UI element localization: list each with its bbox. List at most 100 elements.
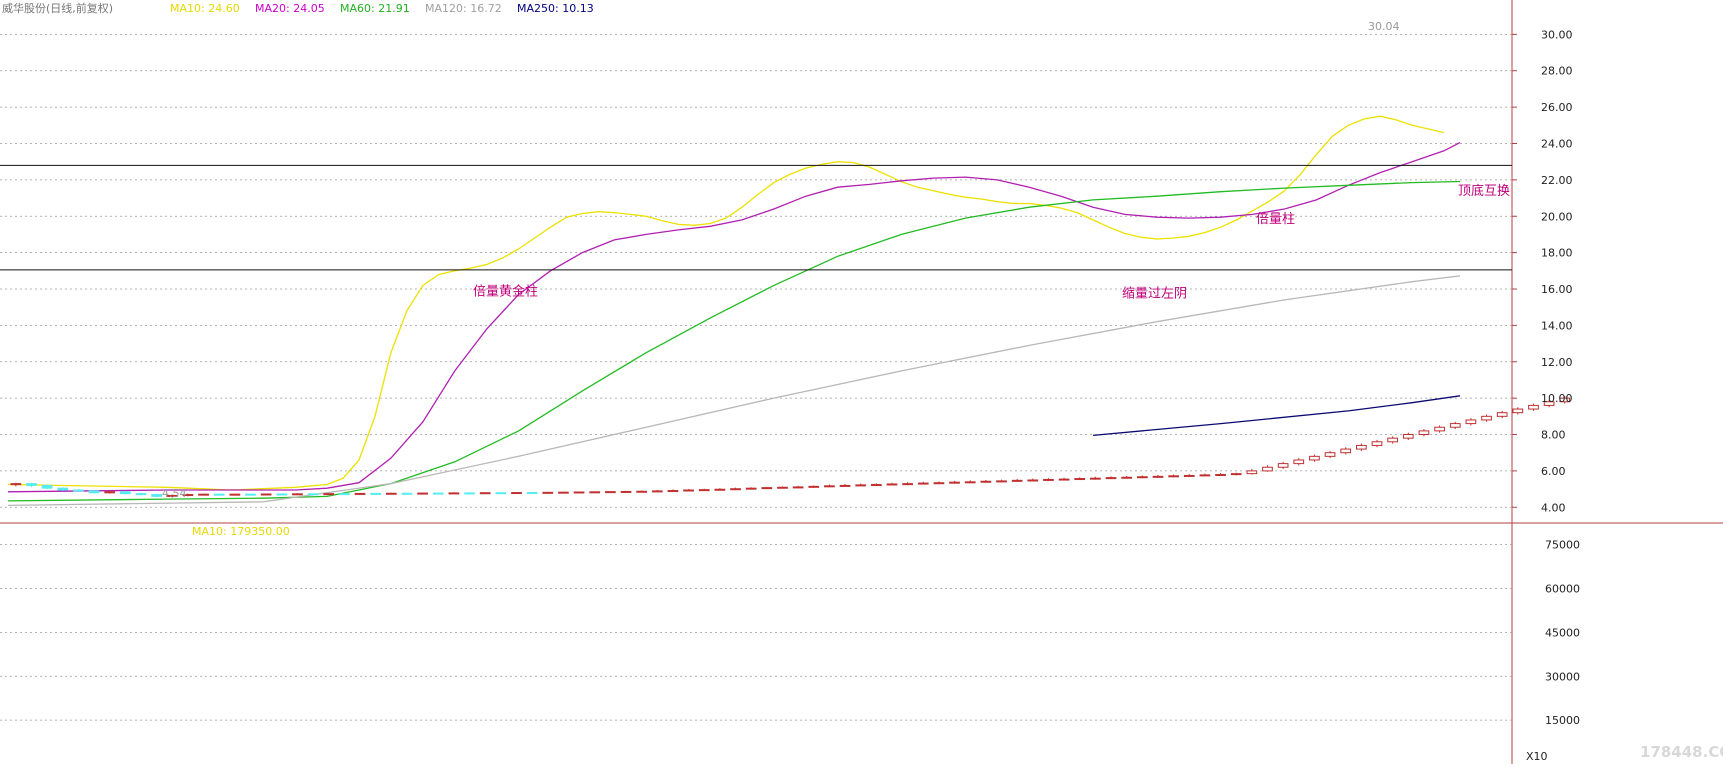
candle-body: [636, 490, 648, 493]
ma-line-ma10: [7, 115, 1445, 491]
candle-body: [1183, 474, 1195, 477]
candle-body: [964, 481, 976, 484]
volume-tick-label: 15000: [1545, 714, 1580, 727]
candle-body: [792, 486, 804, 489]
candle-body: [1356, 444, 1367, 450]
candle-body: [88, 490, 100, 494]
candle-body: [1340, 448, 1352, 454]
candle-body: [1309, 455, 1320, 461]
candle-body: [229, 493, 241, 496]
candle-body: [73, 489, 84, 492]
candle-body: [542, 491, 554, 494]
candle-body: [824, 485, 835, 488]
candle-body: [1465, 419, 1477, 425]
volume-ma-label: MA10: 179350.00: [192, 525, 290, 538]
peak-price-label: 30.04: [1368, 20, 1400, 33]
price-tick-label: 18.00: [1541, 247, 1573, 260]
candle-body: [526, 492, 538, 495]
candle-body: [1262, 466, 1273, 472]
ma-legend-item: MA120: 16.72: [425, 2, 502, 15]
annotation-label: 倍量黄金柱: [473, 284, 538, 300]
candle-body: [41, 484, 53, 489]
candle-body: [870, 484, 882, 487]
candle-body: [417, 492, 428, 495]
candle-body: [104, 491, 116, 494]
candle-body: [1402, 434, 1414, 439]
candle-body: [432, 492, 444, 495]
candle-body: [1027, 479, 1039, 482]
candle-body: [1543, 401, 1555, 406]
candle-body: [777, 486, 788, 489]
candle-body: [1136, 476, 1148, 479]
candle-body: [385, 492, 397, 495]
ma-legend-item: MA60: 21.91: [340, 2, 410, 15]
candle-body: [135, 493, 147, 496]
candle-body: [1371, 441, 1383, 446]
candle-body: [949, 481, 960, 484]
candle-body: [698, 489, 710, 492]
candle-body: [589, 491, 601, 494]
candle-body: [370, 492, 382, 495]
ma-line-ma60: [7, 180, 1461, 502]
volume-tick-label: 45000: [1545, 626, 1580, 639]
candle-body: [667, 490, 679, 493]
candle-body: [1559, 397, 1571, 403]
candle-body: [307, 493, 319, 496]
candle-body: [1043, 478, 1054, 481]
candle-body: [260, 493, 272, 496]
candle-body: [1011, 479, 1023, 482]
candle-body: [354, 492, 366, 495]
candle-body: [839, 484, 851, 487]
ma-line-ma20: [7, 142, 1461, 493]
price-tick-label: 26.00: [1541, 101, 1573, 114]
candle-body: [996, 480, 1007, 483]
candle-body: [323, 493, 335, 496]
chart-title: 威华股份(日线,前复权): [2, 1, 113, 15]
candle-body: [339, 493, 350, 496]
annotation-label: 倍量柱: [1256, 212, 1295, 227]
price-tick-label: 30.00: [1541, 28, 1573, 41]
price-tick-label: 10.00: [1541, 392, 1573, 405]
candle-body: [730, 488, 741, 491]
candle-body: [651, 490, 663, 493]
annotation-label: 缩量过左阴: [1122, 286, 1187, 302]
price-tick-label: 14.00: [1541, 319, 1573, 332]
candle-body: [1481, 415, 1492, 421]
candle-body: [1058, 478, 1070, 481]
candle-body: [1168, 475, 1179, 478]
price-tick-label: 4.00: [1541, 501, 1566, 514]
candle-body: [1105, 477, 1117, 480]
candle-body: [714, 488, 726, 491]
candle-body: [479, 492, 491, 495]
candle-body: [1418, 430, 1430, 436]
candle-body: [57, 487, 69, 491]
candle-body: [151, 494, 162, 497]
candle-body: [573, 491, 585, 494]
candle-body: [119, 491, 131, 495]
annotation-label: 顶底互换: [1458, 183, 1510, 199]
volume-tick-label: 60000: [1545, 583, 1580, 596]
candle-body: [448, 492, 460, 495]
price-tick-label: 24.00: [1541, 138, 1573, 151]
candle-body: [1215, 474, 1226, 477]
candle-body: [245, 493, 256, 496]
candle-body: [933, 482, 945, 485]
candle-body: [745, 487, 757, 490]
candle-body: [495, 492, 507, 495]
price-tick-label: 8.00: [1541, 429, 1566, 442]
candle-body: [1121, 476, 1133, 479]
candle-body: [182, 494, 194, 497]
candle-body: [1512, 408, 1524, 414]
candle-body: [1074, 478, 1086, 481]
price-tick-label: 28.00: [1541, 65, 1573, 78]
candle-body: [166, 494, 178, 497]
candle-body: [980, 480, 992, 483]
ma-legend-item: MA10: 24.60: [170, 2, 240, 15]
watermark: 178448.COM: [1640, 743, 1723, 761]
low-price-label: 4.54: [162, 487, 187, 500]
candle-body: [276, 493, 288, 496]
candle-body: [1449, 423, 1461, 428]
candle-body: [198, 493, 209, 496]
